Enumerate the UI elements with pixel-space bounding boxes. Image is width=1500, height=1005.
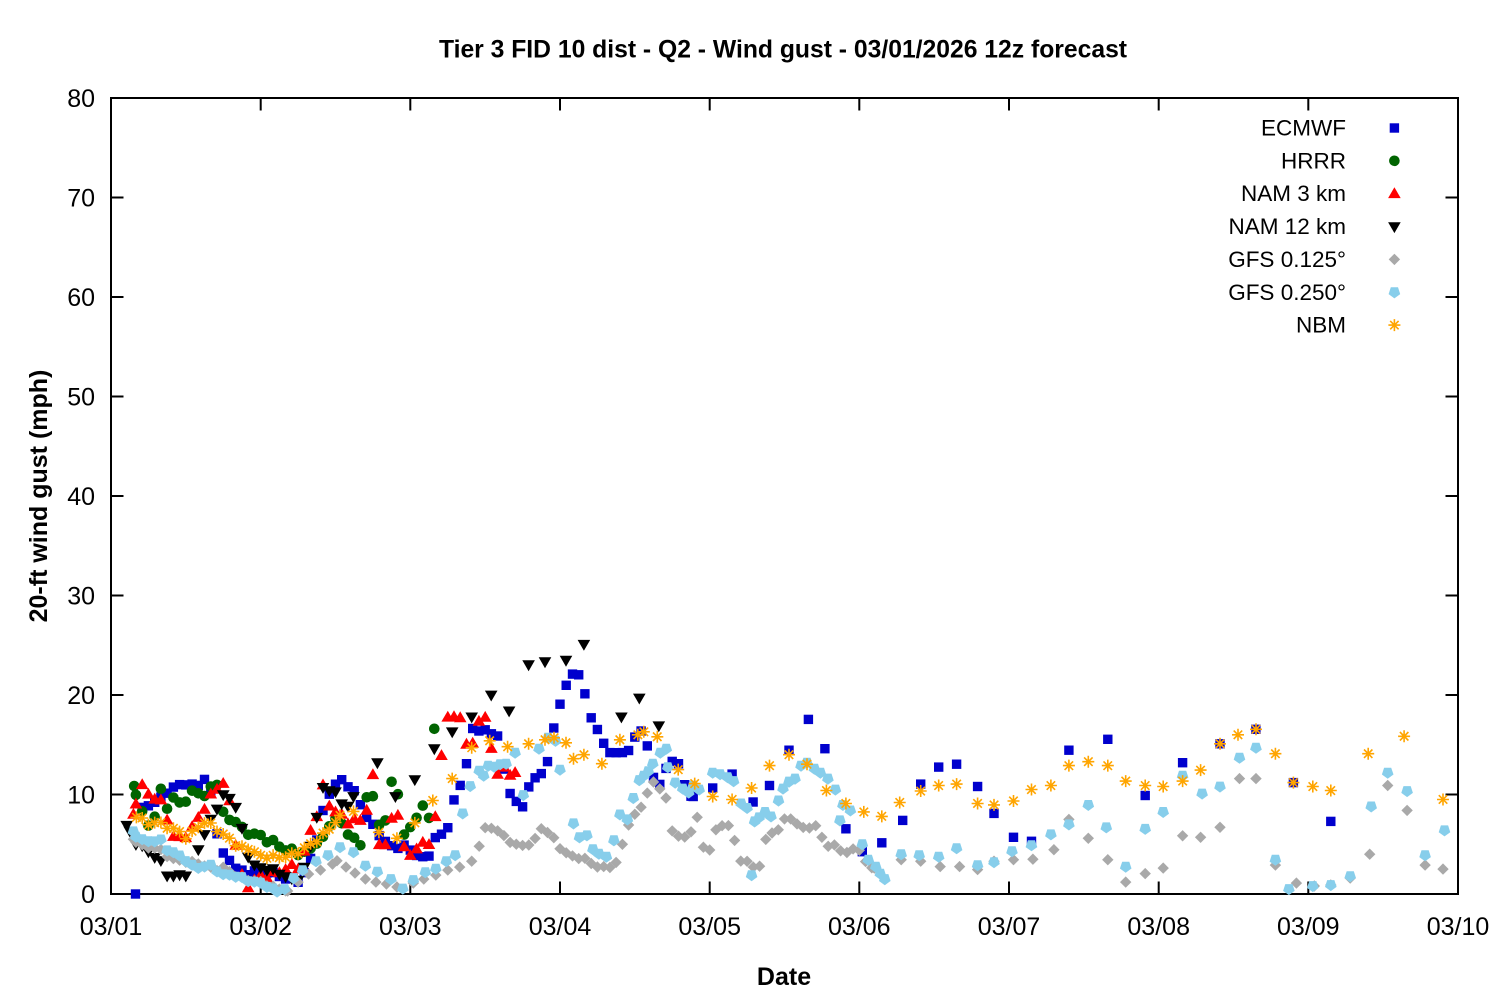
svg-text:03/01: 03/01	[80, 913, 143, 941]
svg-text:03/02: 03/02	[229, 913, 292, 941]
svg-text:20: 20	[67, 682, 95, 710]
svg-text:HRRR: HRRR	[1281, 148, 1346, 173]
svg-text:03/04: 03/04	[529, 913, 592, 941]
svg-text:03/05: 03/05	[678, 913, 741, 941]
svg-text:80: 80	[67, 85, 95, 113]
svg-text:70: 70	[67, 185, 95, 213]
svg-text:03/03: 03/03	[379, 913, 442, 941]
svg-text:GFS 0.250°: GFS 0.250°	[1228, 280, 1346, 305]
svg-text:NAM 3 km: NAM 3 km	[1241, 181, 1346, 206]
svg-text:03/07: 03/07	[978, 913, 1041, 941]
svg-text:0: 0	[81, 881, 95, 909]
svg-text:Date: Date	[757, 963, 811, 991]
svg-text:GFS 0.125°: GFS 0.125°	[1228, 247, 1346, 272]
svg-text:50: 50	[67, 384, 95, 412]
svg-text:03/10: 03/10	[1427, 913, 1490, 941]
svg-text:ECMWF: ECMWF	[1261, 116, 1346, 141]
svg-text:Tier 3 FID 10 dist - Q2 - Wind: Tier 3 FID 10 dist - Q2 - Wind gust - 03…	[439, 37, 1127, 64]
svg-text:30: 30	[67, 583, 95, 611]
svg-text:03/06: 03/06	[828, 913, 891, 941]
svg-text:20-ft wind gust (mph): 20-ft wind gust (mph)	[25, 370, 53, 623]
svg-text:03/08: 03/08	[1127, 913, 1190, 941]
svg-text:03/09: 03/09	[1277, 913, 1340, 941]
svg-text:40: 40	[67, 483, 95, 511]
svg-text:NAM 12 km: NAM 12 km	[1228, 214, 1346, 239]
svg-text:10: 10	[67, 782, 95, 810]
svg-text:NBM: NBM	[1296, 313, 1346, 338]
svg-text:60: 60	[67, 284, 95, 312]
